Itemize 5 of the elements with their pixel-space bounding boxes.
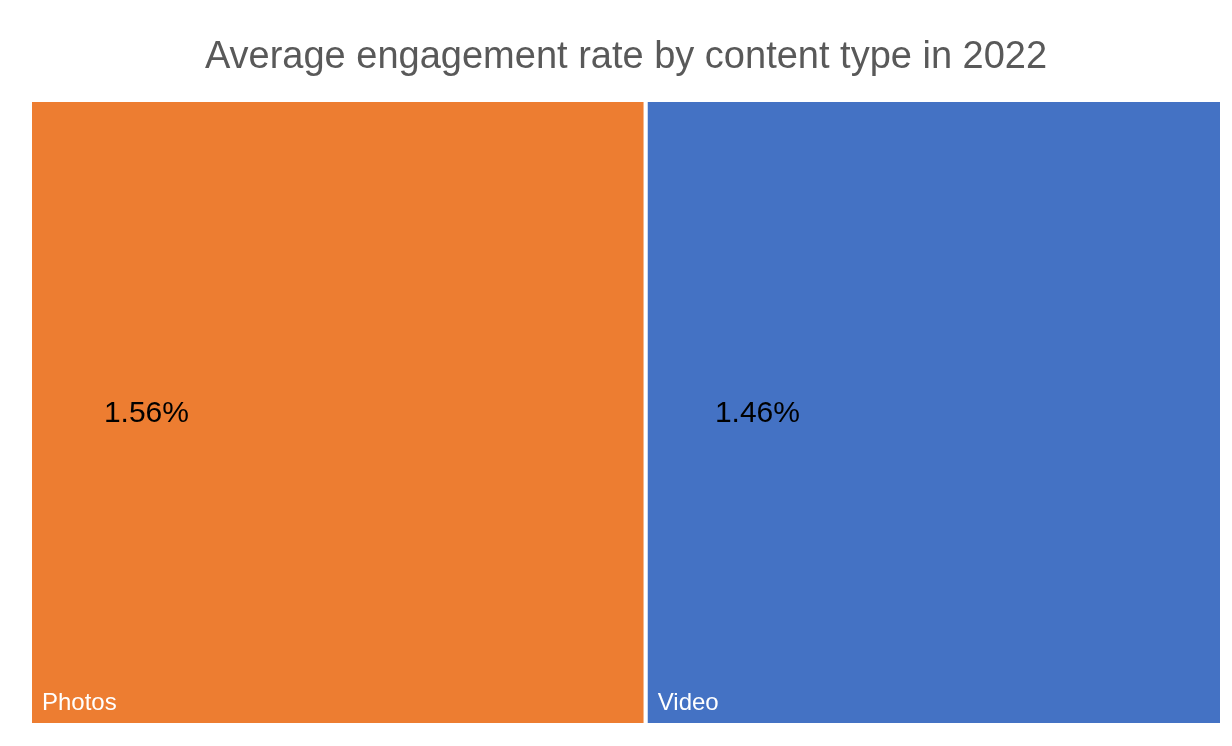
data-label: 1.56% <box>103 394 189 428</box>
text: Average engagement rate by content type in 2022 <box>204 34 1048 76</box>
data-label: 1.46% <box>714 394 800 428</box>
category-label: Video <box>657 688 719 715</box>
category-label: Photos <box>42 688 117 715</box>
